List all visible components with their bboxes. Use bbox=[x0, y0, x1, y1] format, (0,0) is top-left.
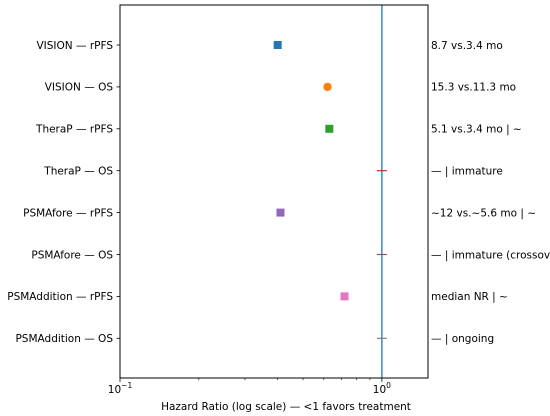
y-tick-label: TheraP — rPFS bbox=[35, 124, 113, 136]
marks-layer bbox=[273, 5, 387, 378]
data-point-square bbox=[273, 41, 282, 49]
y-tick-label: PSMAfore — rPFS bbox=[23, 207, 113, 219]
row-annotation: — | immature bbox=[431, 166, 503, 178]
row-annotation: 8.7 vs.3.4 mo bbox=[431, 40, 503, 52]
y-tick-label: PSMAfore — OS bbox=[31, 249, 113, 261]
x-tick-label: 100 bbox=[373, 381, 391, 396]
row-annotation: — | immature (crossover) bbox=[431, 249, 550, 261]
y-tick-label: TheraP — OS bbox=[43, 166, 113, 178]
row-annotation: — | ongoing bbox=[431, 333, 494, 345]
y-tick-label: PSMAddition — OS bbox=[15, 333, 113, 345]
x-tick-label: 10−1 bbox=[108, 381, 133, 396]
row-annotation: median NR | ~ bbox=[431, 291, 508, 303]
data-point-square bbox=[340, 292, 349, 301]
row-annotation: 15.3 vs.11.3 mo bbox=[431, 82, 516, 94]
plot-frame bbox=[119, 4, 429, 379]
y-tick-label: VISION — rPFS bbox=[36, 40, 113, 52]
data-point-square bbox=[276, 208, 285, 217]
row-annotation: ~12 vs.~5.6 mo | ~ bbox=[431, 207, 536, 219]
y-tick-label: PSMAddition — rPFS bbox=[7, 291, 113, 303]
y-tick-label: VISION — OS bbox=[45, 82, 114, 94]
row-annotation: 5.1 vs.3.4 mo | ~ bbox=[431, 124, 522, 136]
rows-layer: VISION — rPFS 8.7 vs.3.4 mo VISION — OS 15.… bbox=[7, 40, 550, 345]
x-axis-label: Hazard Ratio (log scale) — <1 favors tre… bbox=[161, 401, 411, 413]
x-axis: 10−1 100 bbox=[108, 378, 391, 396]
data-point-circle bbox=[323, 82, 332, 92]
data-point-square bbox=[325, 124, 334, 133]
